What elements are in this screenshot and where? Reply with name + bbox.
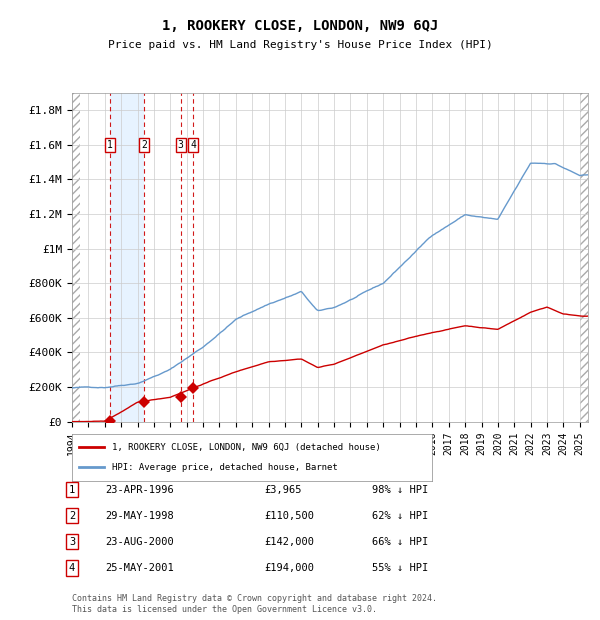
Text: 29-MAY-1998: 29-MAY-1998	[105, 511, 174, 521]
Text: 4: 4	[69, 563, 75, 573]
Text: 23-AUG-2000: 23-AUG-2000	[105, 537, 174, 547]
Text: 2: 2	[69, 511, 75, 521]
Text: 25-MAY-2001: 25-MAY-2001	[105, 563, 174, 573]
Text: £142,000: £142,000	[264, 537, 314, 547]
Bar	[110, 93, 144, 422]
Text: 3: 3	[69, 537, 75, 547]
Text: 66% ↓ HPI: 66% ↓ HPI	[372, 537, 428, 547]
Text: 1, ROOKERY CLOSE, LONDON, NW9 6QJ: 1, ROOKERY CLOSE, LONDON, NW9 6QJ	[162, 19, 438, 33]
Text: £3,965: £3,965	[264, 485, 302, 495]
Text: 2: 2	[142, 140, 147, 150]
Text: 1, ROOKERY CLOSE, LONDON, NW9 6QJ (detached house): 1, ROOKERY CLOSE, LONDON, NW9 6QJ (detac…	[112, 443, 380, 451]
Bar	[72, 93, 80, 422]
Text: 1: 1	[107, 140, 113, 150]
Text: 23-APR-1996: 23-APR-1996	[105, 485, 174, 495]
Text: 4: 4	[190, 140, 196, 150]
Text: £110,500: £110,500	[264, 511, 314, 521]
Text: Price paid vs. HM Land Registry's House Price Index (HPI): Price paid vs. HM Land Registry's House …	[107, 40, 493, 50]
Bar	[580, 93, 588, 422]
Text: £194,000: £194,000	[264, 563, 314, 573]
Text: Contains HM Land Registry data © Crown copyright and database right 2024.
This d: Contains HM Land Registry data © Crown c…	[72, 595, 437, 614]
Text: 3: 3	[178, 140, 184, 150]
Text: HPI: Average price, detached house, Barnet: HPI: Average price, detached house, Barn…	[112, 463, 337, 472]
Text: 1: 1	[69, 485, 75, 495]
Text: 62% ↓ HPI: 62% ↓ HPI	[372, 511, 428, 521]
Text: 98% ↓ HPI: 98% ↓ HPI	[372, 485, 428, 495]
Text: 55% ↓ HPI: 55% ↓ HPI	[372, 563, 428, 573]
